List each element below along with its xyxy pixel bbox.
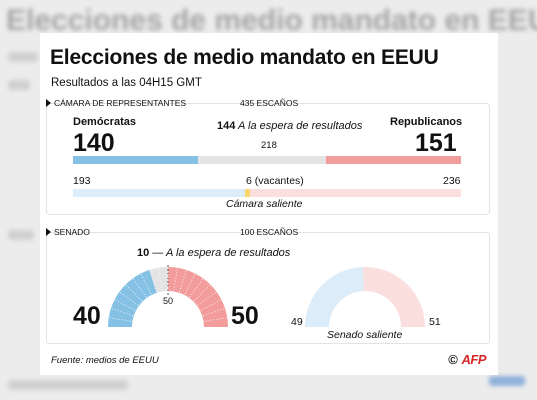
background-line (8, 52, 38, 62)
house-bar-segment-2 (326, 156, 461, 164)
house-prev-dem: 193 (73, 175, 91, 187)
background-line (8, 230, 34, 240)
copyright-symbol: © (448, 352, 458, 367)
senate-prev-rep: 51 (429, 316, 441, 328)
house-seats-label: 435 ESCAÑOS (240, 98, 299, 108)
senate-seats-label: 100 ESCAÑOS (240, 227, 299, 237)
source-note: Fuente: medios de EEUU (51, 355, 159, 366)
background-line (8, 380, 128, 390)
house-prev-vacant: 6 (vacantes) (246, 175, 304, 187)
senate-pending-count: 10 (137, 247, 150, 259)
house-rep-count: 151 (415, 129, 457, 157)
house-prev-rep: 236 (443, 175, 461, 187)
senate-majority-label: 50 (163, 296, 174, 306)
senate-prev-arc-1 (363, 267, 425, 327)
house-pending-label: A la espera de resultados (238, 120, 363, 132)
senate-prev-dem: 49 (291, 316, 303, 328)
senate-rep-count: 50 (231, 302, 259, 330)
senate-dem-count: 40 (73, 302, 101, 330)
house-prev-bar-segment-0 (73, 189, 246, 197)
page-subtitle: Resultados a las 04H15 GMT (51, 77, 202, 89)
house-bar-segment-1 (197, 156, 327, 164)
senate-pending-text: 10 — A la espera de resultados (137, 247, 291, 259)
senate-charts (108, 265, 425, 327)
afp-logo: © AFP (448, 352, 486, 367)
house-bar-segment-0 (73, 156, 198, 164)
senate-panel (46, 232, 490, 344)
house-majority-arrow (264, 148, 268, 152)
infographic-card: Elecciones de medio mandato en EEUU Resu… (40, 33, 498, 375)
house-pending-text: 144 A la espera de resultados (217, 120, 362, 132)
senate-prev-label: Senado saliente (327, 329, 403, 341)
house-dem-count: 140 (73, 129, 115, 157)
house-pending-count: 144 (217, 120, 236, 132)
background-logo (489, 376, 525, 386)
background-line (8, 80, 30, 90)
afp-logo-text: AFP (461, 352, 487, 367)
house-section-marker (46, 99, 51, 107)
senate-arc-2 (168, 267, 228, 327)
house-rep-label: Republicanos (390, 116, 463, 128)
senate-arc-1 (149, 267, 168, 293)
senate-section-label: Senado (54, 227, 90, 237)
house-majority-label: 218 (261, 140, 277, 151)
background-title: Elecciones de medio mandato en EEUU (6, 4, 537, 37)
senate-arc-0 (108, 269, 157, 327)
senate-section-marker (46, 228, 51, 236)
house-section-label: Cámara de representantes (54, 98, 187, 108)
house-panel (46, 103, 490, 215)
house-dem-label: Demócratas (73, 116, 136, 128)
house-prev-label: Cámara saliente (226, 198, 303, 210)
house-prev-bar-segment-1 (245, 189, 251, 197)
senate-pending-label: A la espera de resultados (165, 247, 291, 259)
senate-prev-arc-0 (305, 267, 364, 327)
house-prev-bar-segment-2 (250, 189, 461, 197)
page-title: Elecciones de medio mandato en EEUU (50, 46, 439, 69)
